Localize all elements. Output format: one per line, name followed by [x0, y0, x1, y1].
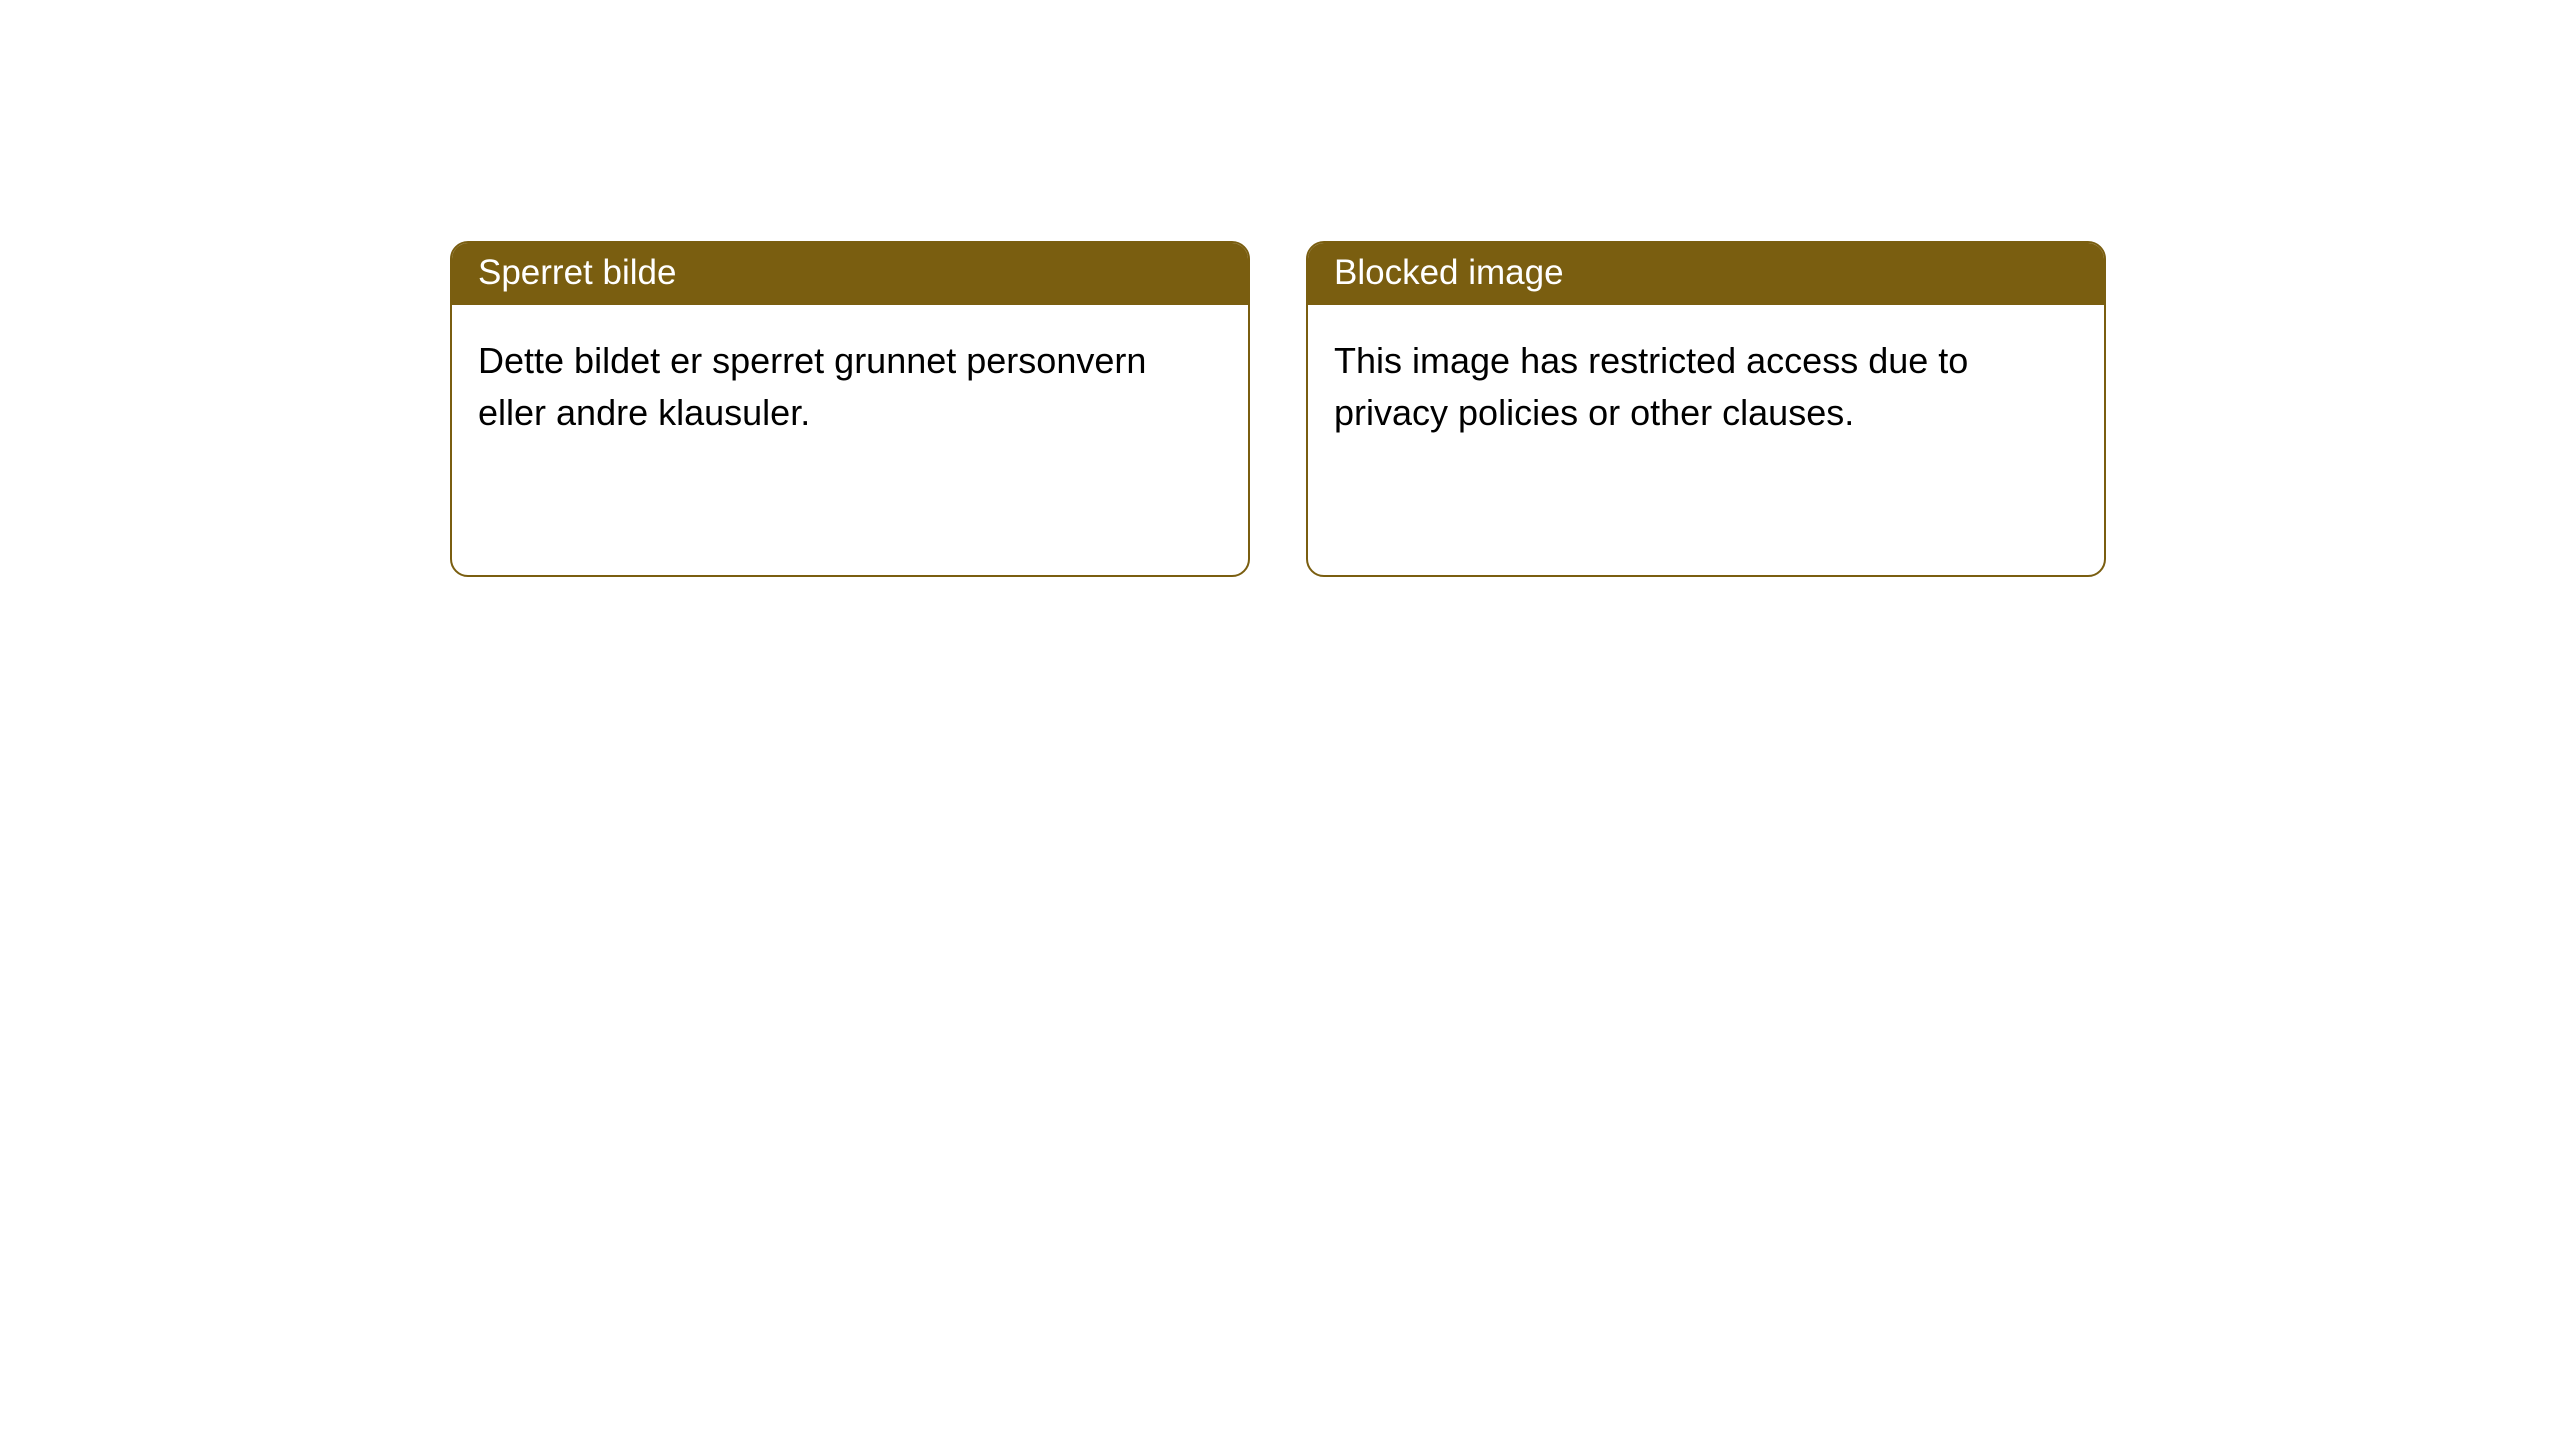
notice-card-english: Blocked image This image has restricted … — [1306, 241, 2106, 577]
notice-card-norwegian: Sperret bilde Dette bildet er sperret gr… — [450, 241, 1250, 577]
notice-body: Dette bildet er sperret grunnet personve… — [452, 305, 1248, 575]
notice-body: This image has restricted access due to … — [1308, 305, 2104, 575]
notice-container: Sperret bilde Dette bildet er sperret gr… — [0, 0, 2560, 577]
notice-header: Sperret bilde — [452, 243, 1248, 305]
notice-header: Blocked image — [1308, 243, 2104, 305]
